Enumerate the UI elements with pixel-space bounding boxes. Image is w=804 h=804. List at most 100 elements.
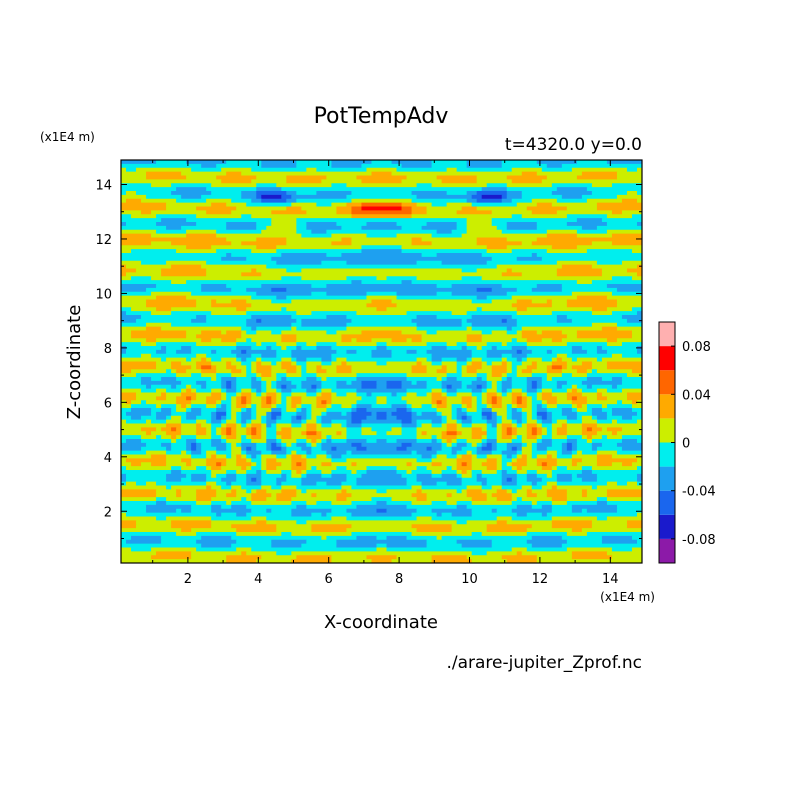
contour-cell	[326, 291, 368, 297]
contour-cell	[136, 191, 172, 196]
contour-cell	[261, 470, 267, 475]
contour-cell	[501, 450, 518, 456]
contour-cell	[581, 419, 598, 425]
contour-cell	[521, 241, 533, 246]
contour-cell	[491, 361, 503, 366]
contour-cell	[316, 365, 322, 370]
contour-cell	[246, 373, 257, 378]
contour-cell	[211, 520, 257, 525]
contour-cell	[581, 423, 598, 428]
y-unit-label: (x1E4 m)	[40, 130, 95, 144]
contour-cell	[246, 396, 252, 401]
contour-cell	[296, 334, 343, 339]
contour-cell	[516, 357, 523, 363]
contour-cell	[446, 384, 453, 390]
contour-cell	[316, 419, 322, 425]
contour-cell	[631, 547, 642, 552]
contour-cell	[136, 481, 147, 487]
contour-cell	[581, 392, 598, 397]
contour-cell	[291, 470, 297, 475]
contour-cell	[456, 357, 468, 363]
contour-cell	[276, 528, 312, 533]
contour-cell	[536, 365, 548, 370]
contour-cell	[276, 388, 282, 394]
contour-cell	[141, 388, 157, 394]
contour-cell	[221, 357, 237, 363]
contour-cell	[251, 435, 262, 440]
contour-cell	[231, 524, 277, 529]
contour-cell	[551, 299, 568, 304]
contour-cell	[456, 388, 473, 394]
contour-cell	[426, 446, 433, 452]
contour-cell	[636, 167, 642, 173]
contour-cell	[526, 489, 533, 494]
contour-cell	[416, 315, 438, 320]
contour-cell	[346, 260, 418, 266]
contour-cell	[416, 349, 428, 355]
contour-cell	[186, 415, 197, 421]
contour-cell	[491, 450, 503, 456]
contour-cell	[176, 404, 182, 409]
contour-cell	[276, 260, 322, 266]
contour-cell	[406, 311, 453, 316]
contour-cell	[261, 415, 267, 421]
contour-cell	[181, 431, 197, 436]
contour-cell	[446, 419, 458, 425]
contour-cell	[631, 535, 642, 541]
contour-cell	[551, 411, 563, 417]
contour-cell	[461, 365, 468, 370]
contour-cell	[611, 462, 623, 467]
contour-cell	[256, 222, 272, 227]
contour-cell	[471, 431, 488, 436]
contour-cell	[226, 384, 232, 390]
contour-cell	[591, 280, 642, 285]
contour-cell	[556, 450, 563, 456]
contour-cell	[166, 454, 192, 459]
contour-cell	[226, 442, 232, 448]
contour-cell	[486, 481, 503, 487]
contour-cell	[591, 365, 608, 370]
contour-cell	[536, 225, 583, 231]
contour-cell	[501, 477, 508, 483]
contour-cell	[401, 442, 413, 448]
contour-cell	[121, 175, 147, 180]
contour-cell	[466, 160, 503, 165]
contour-cell	[391, 427, 403, 432]
contour-cell	[221, 504, 232, 510]
contour-cell	[521, 423, 528, 428]
contour-cell	[251, 365, 257, 370]
contour-cell	[236, 396, 242, 401]
contour-cell	[366, 167, 398, 173]
contour-cell	[216, 400, 222, 405]
contour-cell	[596, 388, 608, 394]
contour-cell	[446, 400, 463, 405]
contour-cell	[236, 411, 242, 417]
contour-cell	[301, 489, 307, 494]
contour-cell	[531, 241, 593, 246]
contour-cell	[591, 311, 613, 316]
contour-cell	[471, 299, 493, 304]
contour-cell	[201, 423, 212, 428]
contour-cell	[511, 295, 578, 301]
contour-cell	[276, 249, 363, 254]
contour-cell	[196, 315, 207, 320]
contour-cell	[611, 384, 618, 390]
contour-cell	[486, 528, 528, 533]
contour-cell	[546, 404, 558, 409]
contour-cell	[301, 373, 317, 378]
contour-cell	[636, 466, 642, 471]
contour-cell	[501, 357, 508, 363]
contour-cell	[156, 435, 162, 440]
contour-cell	[286, 237, 343, 242]
contour-cell	[266, 411, 272, 417]
contour-cell	[121, 396, 137, 401]
contour-cell	[121, 307, 132, 312]
contour-cell	[121, 512, 127, 518]
contour-cell	[521, 361, 533, 366]
contour-cell	[166, 458, 182, 463]
contour-cell	[121, 338, 147, 343]
contour-cell	[146, 400, 177, 405]
contour-cell	[341, 423, 348, 428]
contour-cell	[266, 392, 277, 397]
contour-cell	[521, 442, 528, 448]
